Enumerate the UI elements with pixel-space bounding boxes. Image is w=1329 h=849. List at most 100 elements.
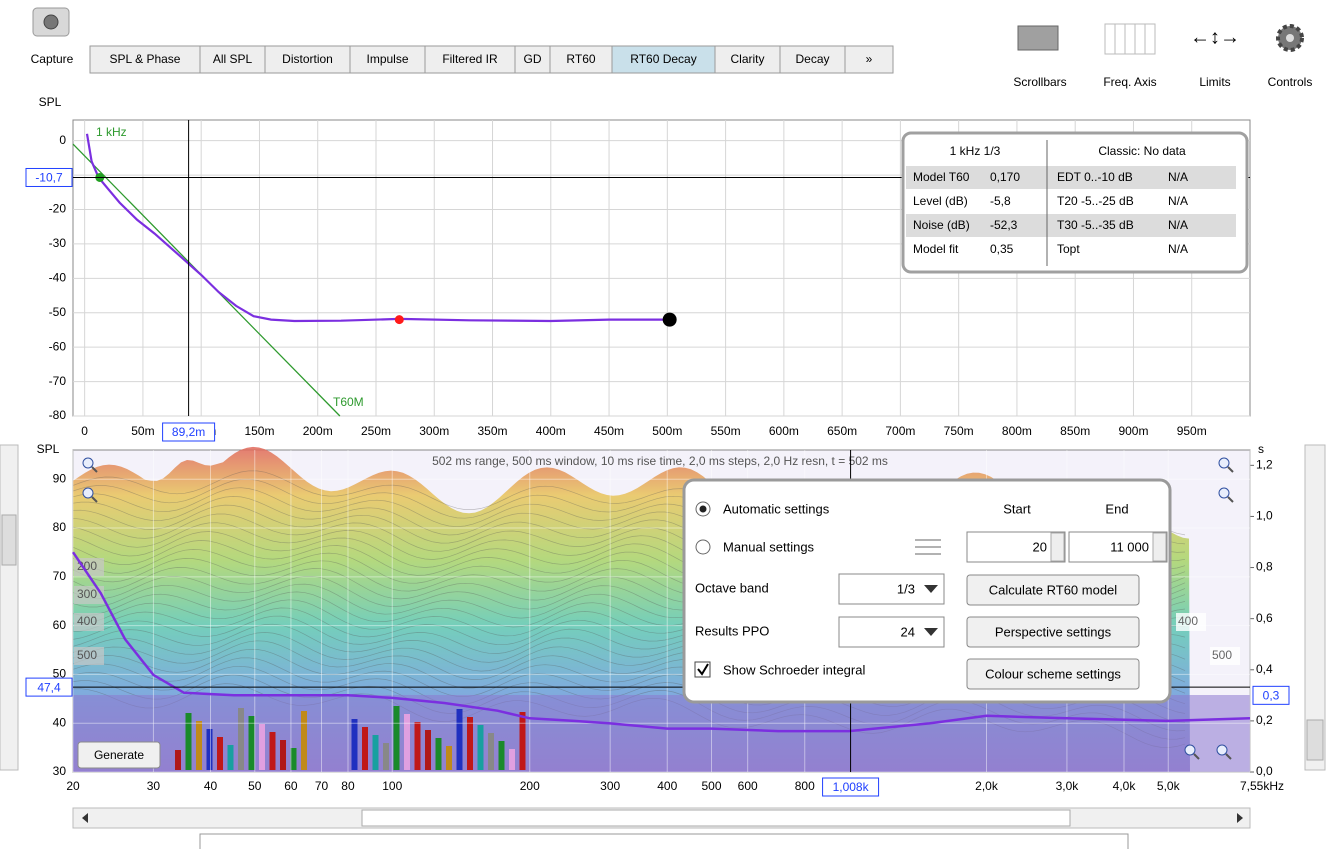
info-row-bg	[906, 214, 1236, 237]
spinner[interactable]	[966, 531, 1066, 563]
decor-bar	[269, 732, 276, 770]
spinner[interactable]	[1068, 531, 1168, 563]
capture-label: Capture	[31, 52, 74, 66]
tab[interactable]	[264, 45, 351, 74]
scrollbar-thumb[interactable]	[1306, 719, 1324, 761]
tool-icon[interactable]	[1017, 25, 1059, 51]
zoom-icon[interactable]	[1216, 744, 1228, 756]
scrollbar[interactable]	[0, 444, 19, 771]
decor-bar	[227, 745, 234, 770]
zoom-icon[interactable]	[1218, 457, 1230, 469]
tool-icon[interactable]: ←↕→	[1190, 26, 1240, 48]
button[interactable]	[966, 616, 1140, 648]
tool-icon[interactable]	[1104, 23, 1156, 55]
x-tick-label: 500m	[652, 424, 682, 438]
y-tick-label: -30	[49, 236, 67, 250]
x-tick-label: 100	[382, 779, 402, 793]
legend-strip	[199, 833, 1129, 849]
checkbox-label: Show Schroeder integral	[723, 662, 865, 677]
y-axis-label: SPL	[37, 442, 60, 456]
tab[interactable]	[714, 45, 781, 74]
tab[interactable]	[514, 45, 551, 74]
tab-label: RT60	[566, 52, 595, 66]
cursor-value: 0,3	[1263, 689, 1280, 703]
cursor-value: 47,4	[37, 680, 61, 694]
radio-label: Automatic settings	[723, 501, 830, 516]
decor-bar	[301, 711, 307, 770]
depth-box	[74, 558, 104, 576]
y2-tick-label: 0,6	[1256, 611, 1273, 625]
decor-bar	[446, 746, 452, 770]
tab-label: Impulse	[366, 52, 408, 66]
tab[interactable]	[611, 45, 716, 74]
tool-icon-hub	[1286, 34, 1294, 42]
info-cell: 0,35	[990, 242, 1014, 256]
decor-bar	[498, 741, 505, 770]
info-cell: Model fit	[913, 242, 959, 256]
radio[interactable]	[695, 539, 711, 555]
generate-button[interactable]	[77, 741, 161, 769]
band-label: 1 kHz	[96, 125, 127, 139]
info-cell: Topt	[1057, 242, 1080, 256]
dropdown-arrow	[924, 628, 938, 636]
button[interactable]	[966, 658, 1140, 690]
y-tick-label: 80	[53, 520, 67, 534]
tab-label: All SPL	[213, 52, 253, 66]
dropdown[interactable]	[838, 616, 945, 648]
y-tick-label: 90	[53, 471, 67, 485]
button[interactable]	[966, 574, 1140, 606]
x-tick-label: 3,0k	[1056, 779, 1080, 793]
zoom-icon-handle	[91, 466, 98, 473]
generate-button-label: Generate	[94, 748, 144, 762]
dropdown-value: 1/3	[897, 581, 915, 596]
x-tick-label: 4,0k	[1113, 779, 1137, 793]
x-tick-label: 2,0k	[975, 779, 999, 793]
tab[interactable]	[844, 45, 894, 74]
decor-bar	[351, 719, 358, 770]
tab-label: GD	[524, 52, 542, 66]
x-tick-label: 70	[315, 779, 329, 793]
tab[interactable]	[349, 45, 426, 74]
tab[interactable]	[779, 45, 846, 74]
zoom-icon[interactable]	[82, 487, 94, 499]
depth-label: 500	[77, 648, 97, 662]
x-tick-label: 300	[600, 779, 620, 793]
scrollbar-thumb[interactable]	[361, 809, 1071, 827]
x-tick-label: 7,55kHz	[1240, 779, 1284, 793]
decor-bar	[509, 749, 515, 770]
x-tick-label: 550m	[711, 424, 741, 438]
x-tick-label: 20	[66, 779, 80, 793]
cursor-box	[162, 422, 216, 442]
decor-bar	[414, 722, 421, 770]
tab[interactable]	[424, 45, 516, 74]
dropdown-arrow	[924, 585, 938, 593]
zoom-icon[interactable]	[82, 457, 94, 469]
button-label: Perspective settings	[995, 624, 1112, 639]
zoom-icon[interactable]	[1184, 744, 1196, 756]
scrollbar-thumb[interactable]	[1, 514, 17, 566]
info-cell: N/A	[1168, 218, 1188, 232]
info-cell: T30 -5..-35 dB	[1057, 218, 1134, 232]
waterfall-floor	[73, 695, 1250, 772]
decor-bar	[248, 716, 255, 770]
decor-bar	[185, 713, 192, 770]
y2-tick-label: 0,2	[1256, 713, 1273, 727]
x-tick-label: 40	[204, 779, 218, 793]
decor-bar	[519, 712, 526, 770]
tab[interactable]	[199, 45, 266, 74]
field-label: Octave band	[695, 580, 769, 595]
tab[interactable]	[89, 45, 201, 74]
x-tick-label: 600m	[769, 424, 799, 438]
y2-axis-label: s	[1258, 442, 1264, 456]
dropdown[interactable]	[838, 573, 945, 605]
y2-tick-label: 0,8	[1256, 560, 1273, 574]
zoom-icon[interactable]	[1218, 487, 1230, 499]
depth-box	[1176, 613, 1206, 631]
decor-bar	[372, 735, 379, 770]
y2-tick-label: 1,0	[1256, 509, 1273, 523]
scrollbar[interactable]	[1304, 444, 1326, 771]
cursor-value: -10,7	[35, 171, 63, 185]
spinner-arrows	[1050, 532, 1065, 562]
